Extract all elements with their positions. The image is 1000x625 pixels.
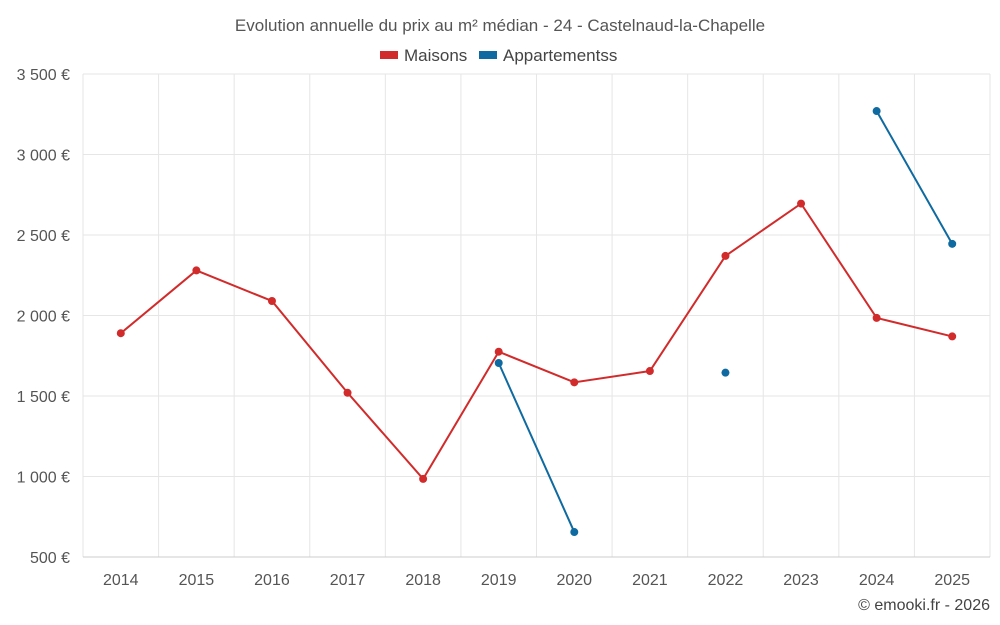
y-tick-label: 1 500 € <box>17 389 70 406</box>
data-point-maisons[interactable] <box>495 348 503 356</box>
data-point-appartementss[interactable] <box>721 369 729 377</box>
data-point-maisons[interactable] <box>646 367 654 375</box>
chart-credit: © emooki.fr - 2026 <box>858 597 990 614</box>
y-tick-label: 1 000 € <box>17 470 70 487</box>
x-tick-label: 2025 <box>934 572 970 589</box>
x-tick-label: 2014 <box>103 572 139 589</box>
x-tick-label: 2017 <box>330 572 366 589</box>
data-point-appartementss[interactable] <box>873 107 881 115</box>
chart-title: Evolution annuelle du prix au m² médian … <box>235 16 765 35</box>
x-tick-label: 2019 <box>481 572 517 589</box>
y-axis: 500 € 1 000 € 1 500 € 2 000 € 2 500 € 3 000 €… <box>17 67 70 567</box>
grid <box>83 74 990 557</box>
data-point-maisons[interactable] <box>797 200 805 208</box>
legend-swatch-appartementss <box>479 51 497 59</box>
data-point-maisons[interactable] <box>117 329 125 337</box>
data-point-appartementss[interactable] <box>495 359 503 367</box>
data-point-maisons[interactable] <box>192 266 200 274</box>
x-tick-label: 2024 <box>859 572 895 589</box>
legend-label-appartementss[interactable]: Appartementss <box>503 46 617 65</box>
y-tick-label: 2 000 € <box>17 309 70 326</box>
data-point-maisons[interactable] <box>570 378 578 386</box>
data-point-maisons[interactable] <box>873 314 881 322</box>
y-tick-label: 3 000 € <box>17 148 70 165</box>
x-tick-label: 2016 <box>254 572 290 589</box>
legend: Maisons Appartementss <box>380 46 617 65</box>
data-point-maisons[interactable] <box>268 297 276 305</box>
y-tick-label: 3 500 € <box>17 67 70 84</box>
y-tick-label: 2 500 € <box>17 228 70 245</box>
x-tick-label: 2020 <box>556 572 592 589</box>
data-point-appartementss[interactable] <box>570 528 578 536</box>
data-point-maisons[interactable] <box>948 332 956 340</box>
x-tick-label: 2023 <box>783 572 819 589</box>
x-tick-label: 2022 <box>708 572 744 589</box>
data-point-maisons[interactable] <box>721 252 729 260</box>
legend-swatch-maisons <box>380 51 398 59</box>
data-point-appartementss[interactable] <box>948 240 956 248</box>
legend-label-maisons[interactable]: Maisons <box>404 46 467 65</box>
x-tick-label: 2021 <box>632 572 668 589</box>
data-point-maisons[interactable] <box>344 389 352 397</box>
x-tick-label: 2018 <box>405 572 441 589</box>
data-point-maisons[interactable] <box>419 475 427 483</box>
y-tick-label: 500 € <box>30 550 70 567</box>
x-axis: 2014 2015 2016 2017 2018 2019 2020 2021 2022 2023… <box>103 572 970 589</box>
chart-canvas: Evolution annuelle du prix au m² médian … <box>0 0 1000 625</box>
x-tick-label: 2015 <box>179 572 215 589</box>
